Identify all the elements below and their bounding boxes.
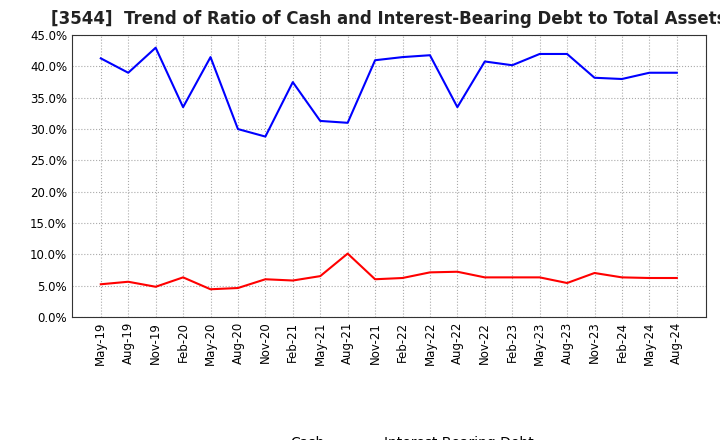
Cash [645,275,654,281]
Interest-Bearing Debt [179,105,187,110]
Line: Cash: Cash [101,253,677,289]
Cash [618,275,626,280]
Cash [289,278,297,283]
Cash [563,280,572,286]
Cash [233,286,242,291]
Cash [672,275,681,281]
Cash [536,275,544,280]
Interest-Bearing Debt [618,77,626,82]
Cash [398,275,407,281]
Interest-Bearing Debt [480,59,489,64]
Interest-Bearing Debt [316,118,325,124]
Cash [371,277,379,282]
Interest-Bearing Debt [563,51,572,57]
Cash [480,275,489,280]
Interest-Bearing Debt [590,75,599,81]
Interest-Bearing Debt [206,55,215,60]
Interest-Bearing Debt [233,126,242,132]
Interest-Bearing Debt [343,120,352,125]
Cash [316,274,325,279]
Interest-Bearing Debt [289,80,297,85]
Cash [179,275,187,280]
Line: Interest-Bearing Debt: Interest-Bearing Debt [101,48,677,136]
Interest-Bearing Debt [96,56,105,61]
Interest-Bearing Debt [398,55,407,60]
Cash [124,279,132,284]
Interest-Bearing Debt [371,58,379,63]
Cash [508,275,516,280]
Cash [426,270,434,275]
Cash [590,270,599,275]
Interest-Bearing Debt [261,134,270,139]
Interest-Bearing Debt [426,53,434,58]
Interest-Bearing Debt [453,105,462,110]
Cash [453,269,462,275]
Interest-Bearing Debt [536,51,544,57]
Interest-Bearing Debt [124,70,132,75]
Interest-Bearing Debt [645,70,654,75]
Interest-Bearing Debt [672,70,681,75]
Interest-Bearing Debt [508,62,516,68]
Title: [3544]  Trend of Ratio of Cash and Interest-Bearing Debt to Total Assets: [3544] Trend of Ratio of Cash and Intere… [51,10,720,28]
Cash [96,282,105,287]
Cash [343,251,352,256]
Legend: Cash, Interest-Bearing Debt: Cash, Interest-Bearing Debt [238,431,539,440]
Cash [206,286,215,292]
Interest-Bearing Debt [151,45,160,50]
Cash [261,277,270,282]
Cash [151,284,160,290]
